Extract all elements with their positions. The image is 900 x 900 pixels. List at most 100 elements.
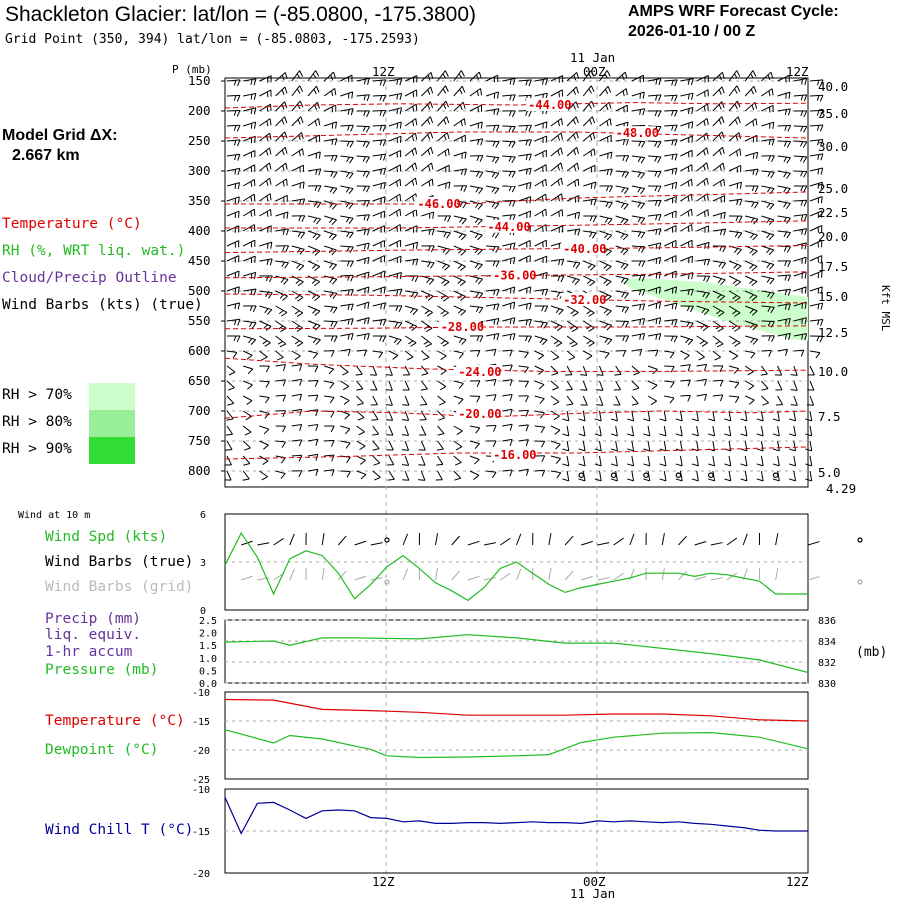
wind-barb xyxy=(583,181,597,189)
wind-barb xyxy=(712,335,724,348)
wind-barb xyxy=(404,305,418,315)
surface-wind-barb-grid xyxy=(726,572,738,581)
temp-tick-label: -25 xyxy=(192,775,210,786)
wind-barb xyxy=(402,395,410,406)
wind-barb xyxy=(615,200,629,210)
wind-barb xyxy=(550,365,559,376)
wind-barb xyxy=(659,410,667,422)
wind-barb xyxy=(486,185,500,195)
wind-barb xyxy=(578,410,586,422)
wind-barb xyxy=(707,410,716,422)
temp-tick-label: -10 xyxy=(192,688,210,699)
wind-barb xyxy=(259,380,270,388)
wind-barb xyxy=(502,256,516,265)
wind-barb xyxy=(534,455,546,463)
wind-barb xyxy=(788,455,797,467)
wind-barb xyxy=(421,245,435,253)
wind-barb xyxy=(226,302,241,310)
wind-barb xyxy=(324,380,335,389)
wind-barb xyxy=(420,131,434,142)
wind-barb xyxy=(388,107,403,115)
wind-barb xyxy=(224,455,232,466)
contour-label-bg xyxy=(456,407,499,420)
grid-point-label: Grid Point (350, 394) lat/lon = (-85.080… xyxy=(5,32,420,47)
wind-barb xyxy=(696,75,709,83)
wind-barb xyxy=(809,153,824,161)
wind-barb xyxy=(372,79,387,87)
wind-barb xyxy=(388,178,402,187)
wind-barb xyxy=(453,168,468,176)
wind-barb xyxy=(275,228,289,236)
wind-barb xyxy=(242,193,256,202)
wind-barb xyxy=(680,164,693,173)
wind-barb xyxy=(369,365,378,376)
wind-barb xyxy=(659,440,667,452)
wind-barb xyxy=(242,164,256,173)
wind-barb xyxy=(307,423,319,431)
wind-barb xyxy=(388,193,402,202)
wind-barb xyxy=(469,380,481,388)
wind-barb xyxy=(712,86,725,97)
wind-tick-label: 6 xyxy=(200,510,206,521)
wind-barb xyxy=(388,239,402,248)
wind-barb xyxy=(418,455,426,466)
wind-barb xyxy=(534,239,547,248)
wind-barb xyxy=(356,185,370,193)
wind-barb xyxy=(324,335,338,343)
legend-rh: RH (%, WRT liq. wat.) xyxy=(2,243,186,259)
wind-barb xyxy=(728,275,741,287)
wind-barb xyxy=(243,320,257,329)
wind-barb xyxy=(437,365,447,376)
wind-barb xyxy=(647,77,662,86)
wind-barb xyxy=(420,365,429,376)
wind-barb xyxy=(615,170,630,179)
wind-barb xyxy=(550,350,560,361)
wind-barb xyxy=(291,305,304,317)
wind-barb xyxy=(324,230,337,241)
wind-barb xyxy=(469,335,484,343)
wind-barb xyxy=(486,260,500,268)
wind-barb xyxy=(356,94,370,102)
wind-barb xyxy=(809,94,824,102)
wind-tick-label: 0 xyxy=(200,606,206,617)
temp-tick-label: -15 xyxy=(192,717,210,728)
wind-barb xyxy=(518,210,532,218)
wind-barb xyxy=(550,425,561,435)
wind-barb xyxy=(680,320,694,329)
wind-barb xyxy=(340,440,351,449)
wind-barb xyxy=(419,410,427,421)
temperature-contour-label: -48.00 xyxy=(616,126,659,140)
wind-barb xyxy=(486,288,500,296)
wind-barb xyxy=(599,85,612,97)
model-grid-label: Model Grid ΔX: xyxy=(2,127,118,144)
wind-barb xyxy=(664,302,678,310)
wind-barb xyxy=(340,303,354,311)
surface-wind-barb xyxy=(484,542,496,546)
wind-barb xyxy=(550,162,563,172)
wind-barb xyxy=(372,335,387,343)
surface-wind-barb xyxy=(564,535,574,546)
wind-barb xyxy=(691,410,699,422)
surface-wind-barb xyxy=(742,533,748,546)
wind-barb xyxy=(615,230,629,241)
wind-barb xyxy=(777,230,791,239)
wind-barb xyxy=(307,168,322,176)
wind-barb xyxy=(761,305,775,314)
wind-barb xyxy=(388,224,402,232)
wind-barb xyxy=(340,230,354,239)
wind-barb xyxy=(793,94,808,102)
surface-wind-barb-grid xyxy=(451,570,461,581)
wind-barb xyxy=(565,365,573,376)
wind-barb xyxy=(259,290,273,299)
wind-barb xyxy=(453,305,467,316)
contour-label-bg xyxy=(526,98,569,111)
wind-barb xyxy=(387,470,395,481)
wind-barb xyxy=(437,425,445,436)
wind-barb xyxy=(243,255,256,264)
wind-barb xyxy=(745,350,756,359)
wind-barb xyxy=(403,365,411,376)
wind-barb xyxy=(777,303,791,311)
pressure-tick-label: 300 xyxy=(188,163,211,178)
wind-barb xyxy=(469,88,483,97)
surface-wind-barb-grid xyxy=(484,577,496,581)
